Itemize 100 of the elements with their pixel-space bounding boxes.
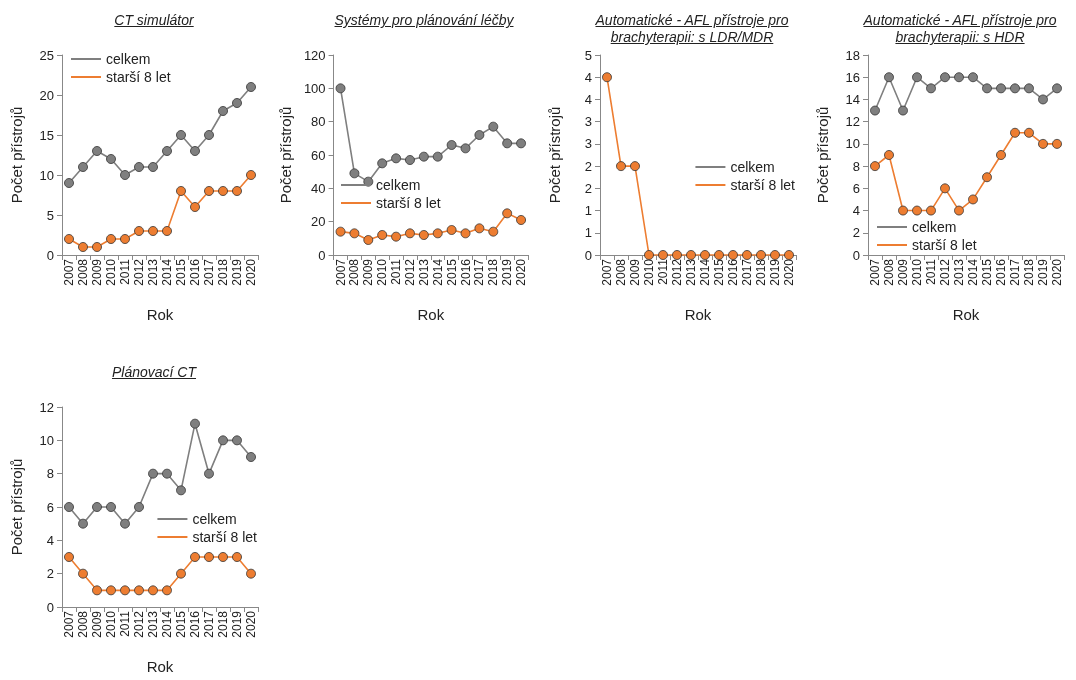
x-tick-label: 2014	[698, 258, 712, 286]
point	[246, 568, 256, 579]
y-tick-label: 60	[311, 147, 326, 163]
point	[954, 72, 964, 83]
x-tick-label: 2012	[402, 258, 417, 286]
x-tick-label: 2013	[146, 610, 160, 638]
point	[78, 162, 88, 172]
x-tick-label: 2014	[966, 258, 980, 286]
x-axis-title: Rok	[146, 306, 174, 323]
point	[162, 585, 172, 596]
y-tick-label: 100	[303, 80, 326, 96]
x-tick-label: 2007	[62, 258, 76, 286]
point	[190, 418, 200, 429]
point	[968, 194, 978, 205]
point	[120, 170, 130, 180]
x-tick-label: 2010	[104, 258, 118, 286]
point	[204, 468, 214, 479]
point	[92, 242, 102, 252]
point	[106, 585, 116, 596]
x-tick-label: 2007	[333, 258, 348, 286]
point	[64, 234, 74, 244]
point	[714, 250, 724, 260]
legend-label: starší 8 let	[912, 237, 977, 253]
point	[162, 146, 172, 156]
point	[405, 228, 415, 239]
point	[335, 83, 346, 94]
x-tick-label: 2016	[458, 258, 473, 286]
x-tick-label: 2020	[1050, 258, 1064, 286]
y-tick-label: 4	[46, 532, 54, 548]
legend-label: starší 8 let	[192, 529, 258, 545]
x-tick-label: 2010	[910, 258, 924, 286]
point	[92, 146, 102, 156]
point	[644, 250, 654, 260]
point	[516, 138, 526, 149]
point	[148, 226, 158, 236]
point	[246, 82, 256, 92]
y-tick-label: 12	[39, 399, 54, 415]
x-tick-label: 2013	[416, 258, 431, 286]
x-tick-label: 2015	[712, 258, 726, 286]
point	[190, 146, 200, 156]
point	[204, 130, 214, 140]
x-tick-label: 2015	[174, 610, 188, 638]
point	[78, 242, 88, 252]
x-tick-label: 2017	[1008, 258, 1022, 286]
y-tick-label: 120	[303, 47, 326, 63]
point	[488, 226, 499, 237]
point	[996, 150, 1006, 160]
y-tick-label: 0	[852, 247, 860, 263]
x-tick-label: 2008	[347, 258, 362, 286]
x-axis-title: Rok	[684, 306, 712, 323]
point	[162, 468, 172, 479]
point	[432, 151, 443, 162]
y-tick-label: 8	[852, 158, 860, 174]
point	[106, 234, 116, 244]
point	[982, 172, 992, 183]
y-tick-label: 6	[46, 499, 54, 515]
point	[106, 154, 116, 164]
y-tick-label: 2	[852, 225, 860, 241]
point	[335, 226, 346, 237]
point	[134, 226, 144, 236]
point	[92, 502, 102, 512]
y-tick-label: 18	[845, 47, 860, 63]
x-tick-label: 2019	[230, 258, 244, 286]
y-tick-label: 10	[39, 167, 54, 183]
x-tick-label: 2011	[118, 258, 132, 285]
x-tick-label: 2019	[500, 258, 515, 286]
point	[64, 552, 74, 562]
x-tick-label: 2015	[980, 258, 994, 286]
point	[246, 452, 256, 462]
point	[446, 225, 457, 235]
point	[602, 72, 612, 83]
x-tick-label: 2011	[924, 258, 938, 285]
legend-label: celkem	[106, 51, 151, 67]
x-tick-label: 2010	[104, 610, 118, 638]
x-tick-label: 2017	[472, 258, 487, 286]
legend-label: starší 8 let	[730, 177, 796, 193]
point	[1024, 83, 1034, 94]
x-tick-label: 2012	[938, 258, 952, 286]
x-tick-label: 2013	[146, 258, 160, 286]
point	[700, 250, 710, 260]
x-tick-label: 2009	[896, 258, 910, 286]
y-tick-label: 5	[46, 207, 54, 223]
x-tick-label: 2008	[614, 258, 628, 286]
point	[898, 205, 908, 216]
point	[460, 143, 471, 154]
y-tick-label: 15	[39, 127, 54, 143]
point	[418, 151, 429, 162]
legend-label: celkem	[376, 177, 421, 193]
point	[106, 502, 116, 512]
point	[912, 72, 922, 83]
y-axis-title: Počet přístrojů	[546, 106, 563, 204]
y-tick-label: 20	[39, 87, 54, 103]
point	[134, 162, 144, 172]
point	[218, 552, 228, 562]
x-tick-label: 2020	[244, 258, 258, 286]
point	[728, 250, 738, 260]
point	[488, 121, 499, 132]
point	[148, 162, 158, 172]
point	[968, 72, 978, 83]
x-tick-label: 2020	[244, 610, 258, 638]
